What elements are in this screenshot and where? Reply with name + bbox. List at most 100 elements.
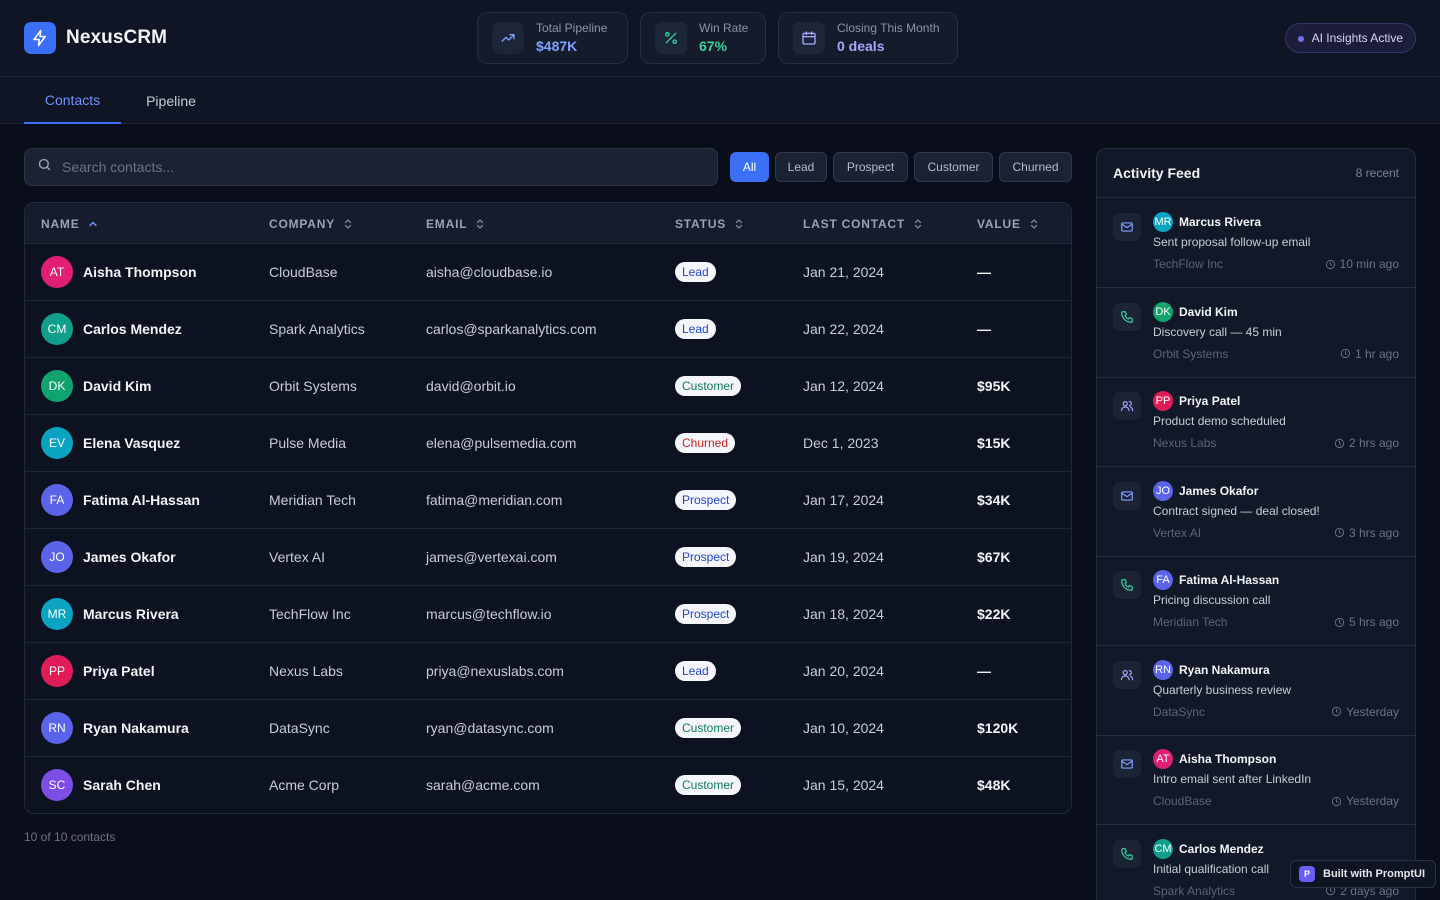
ai-insights-badge[interactable]: AI Insights Active <box>1284 23 1416 53</box>
table-row[interactable]: FA Fatima Al-Hassan Meridian Tech fatima@me… <box>25 472 1071 529</box>
contact-name-cell: AT Aisha Thompson <box>41 244 197 300</box>
users-icon <box>1113 660 1141 689</box>
table-row[interactable]: EV Elena Vasquez Pulse Media elena@pulsemed… <box>25 415 1071 472</box>
email-cell[interactable]: elena@pulsemedia.com <box>426 435 577 451</box>
activity-item[interactable]: AT Aisha Thompson Intro email sent after L… <box>1097 735 1415 825</box>
column-header-name[interactable]: NAME <box>41 203 98 244</box>
filter-churned[interactable]: Churned <box>999 152 1072 182</box>
activity-item[interactable]: PP Priya Patel Product demo scheduled Nexus… <box>1097 377 1415 467</box>
avatar: PP <box>41 655 73 687</box>
email-cell[interactable]: priya@nexuslabs.com <box>426 663 564 679</box>
table-row[interactable]: SC Sarah Chen Acme Corp sarah@acme.com Custo… <box>25 757 1071 813</box>
contact-name-cell: PP Priya Patel <box>41 643 155 699</box>
filter-customer[interactable]: Customer <box>914 152 993 182</box>
table-row[interactable]: PP Priya Patel Nexus Labs priya@nexuslabs.c… <box>25 643 1071 700</box>
value-cell: $120K <box>977 720 1019 736</box>
filter-lead[interactable]: Lead <box>775 152 827 182</box>
tab-pipeline[interactable]: Pipeline <box>146 92 196 109</box>
activity-contact: JO James Okafor <box>1153 480 1259 501</box>
activity-item[interactable]: DK David Kim Discovery call — 45 min Orbit … <box>1097 288 1415 378</box>
email-cell[interactable]: aisha@cloudbase.io <box>426 264 553 280</box>
column-header-company[interactable]: COMPANY <box>269 203 353 244</box>
sort-icon <box>1030 218 1037 229</box>
email-cell[interactable]: marcus@techflow.io <box>426 606 552 622</box>
activity-item[interactable]: RN Ryan Nakamura Quarterly business review… <box>1097 646 1415 736</box>
activity-item[interactable]: MR Marcus Rivera Sent proposal follow-up e… <box>1097 198 1415 288</box>
status-badge: Prospect <box>675 490 737 510</box>
tab-contacts[interactable]: Contacts <box>24 77 121 124</box>
value-cell: $34K <box>977 492 1011 508</box>
avatar: JO <box>1153 480 1173 501</box>
contact-name-cell: FA Fatima Al-Hassan <box>41 472 200 528</box>
sort-icon <box>914 218 922 229</box>
email-cell[interactable]: james@vertexai.com <box>426 549 557 565</box>
promptui-logo-icon: P <box>1299 866 1315 882</box>
users-icon <box>1113 392 1141 420</box>
mail-icon <box>1113 213 1141 241</box>
column-header-email[interactable]: EMAIL <box>426 203 485 244</box>
activity-feed-count: 8 recent <box>1355 166 1399 180</box>
activity-item[interactable]: FA Fatima Al-Hassan Pricing discussion cal… <box>1097 556 1415 646</box>
contact-name[interactable]: Aisha Thompson <box>83 264 197 280</box>
activity-contact: MR Marcus Rivera <box>1153 212 1261 232</box>
activity-contact: CM Carlos Mendez <box>1153 838 1264 859</box>
contact-name[interactable]: Carlos Mendez <box>83 321 182 337</box>
stat-value: 0 deals <box>837 38 885 54</box>
contact-name-cell: EV Elena Vasquez <box>41 415 180 471</box>
contact-name[interactable]: James Okafor <box>83 549 176 565</box>
activity-feed-title: Activity Feed <box>1113 165 1201 181</box>
sort-ascending-icon <box>88 221 97 226</box>
main-tabs: Contacts Pipeline <box>0 77 1440 124</box>
table-row[interactable]: JO James Okafor Vertex AI james@vertexai.co… <box>25 529 1071 586</box>
status-badge: Churned <box>675 433 736 453</box>
status-cell: Churned <box>675 415 736 471</box>
contact-name[interactable]: Ryan Nakamura <box>83 720 189 736</box>
app-logo[interactable]: NexusCRM <box>24 22 167 54</box>
filter-prospect[interactable]: Prospect <box>833 152 908 182</box>
lightning-icon <box>24 22 56 54</box>
status-badge: Prospect <box>675 604 737 624</box>
avatar: CM <box>1153 838 1173 859</box>
avatar: CM <box>41 313 73 345</box>
email-cell[interactable]: fatima@meridian.com <box>426 492 563 508</box>
search-input[interactable] <box>62 159 662 175</box>
contact-name[interactable]: Sarah Chen <box>83 777 161 793</box>
search-box[interactable] <box>24 148 718 186</box>
column-header-value[interactable]: VALUE <box>977 203 1039 244</box>
column-header-status[interactable]: STATUS <box>675 203 744 244</box>
last-contact-cell: Jan 15, 2024 <box>803 777 884 793</box>
table-row[interactable]: DK David Kim Orbit Systems david@orbit.io Cu… <box>25 358 1071 415</box>
email-cell[interactable]: david@orbit.io <box>426 378 516 394</box>
activity-contact-name: James Okafor <box>1179 483 1259 498</box>
contact-name[interactable]: Fatima Al-Hassan <box>83 492 200 508</box>
email-cell[interactable]: carlos@sparkanalytics.com <box>426 321 597 337</box>
avatar: AT <box>1153 749 1173 769</box>
contact-name[interactable]: David Kim <box>83 378 152 394</box>
company-cell: Acme Corp <box>269 777 340 793</box>
email-cell[interactable]: sarah@acme.com <box>426 777 540 793</box>
table-row[interactable]: AT Aisha Thompson CloudBase aisha@cloudbase… <box>25 244 1071 301</box>
activity-description: Initial qualification call <box>1153 861 1270 876</box>
avatar: MR <box>41 598 73 630</box>
last-contact-cell: Dec 1, 2023 <box>803 435 879 451</box>
built-with-badge[interactable]: P Built with PromptUI <box>1290 860 1437 888</box>
filter-all[interactable]: All <box>730 152 769 182</box>
last-contact-cell: Jan 22, 2024 <box>803 321 884 337</box>
stat-total-pipeline: Total Pipeline $487K <box>477 12 628 64</box>
table-row[interactable]: CM Carlos Mendez Spark Analytics carlos@spa… <box>25 301 1071 358</box>
column-header-last-contact[interactable]: LAST CONTACT <box>803 203 923 244</box>
company-cell: Meridian Tech <box>269 492 356 508</box>
mail-icon <box>1113 750 1141 778</box>
contact-name[interactable]: Marcus Rivera <box>83 606 179 622</box>
avatar: DK <box>1153 301 1173 322</box>
activity-contact: RN Ryan Nakamura <box>1153 659 1270 680</box>
activity-feed-header: Activity Feed 8 recent <box>1097 149 1415 198</box>
contact-name[interactable]: Priya Patel <box>83 663 155 679</box>
email-cell[interactable]: ryan@datasync.com <box>426 720 554 736</box>
stat-label: Closing This Month <box>837 21 940 35</box>
activity-item[interactable]: JO James Okafor Contract signed — deal clo… <box>1097 467 1415 557</box>
avatar: EV <box>41 427 73 459</box>
table-row[interactable]: RN Ryan Nakamura DataSync ryan@datasync.com… <box>25 700 1071 757</box>
table-row[interactable]: MR Marcus Rivera TechFlow Inc marcus@techfl… <box>25 586 1071 643</box>
contact-name[interactable]: Elena Vasquez <box>83 435 181 451</box>
